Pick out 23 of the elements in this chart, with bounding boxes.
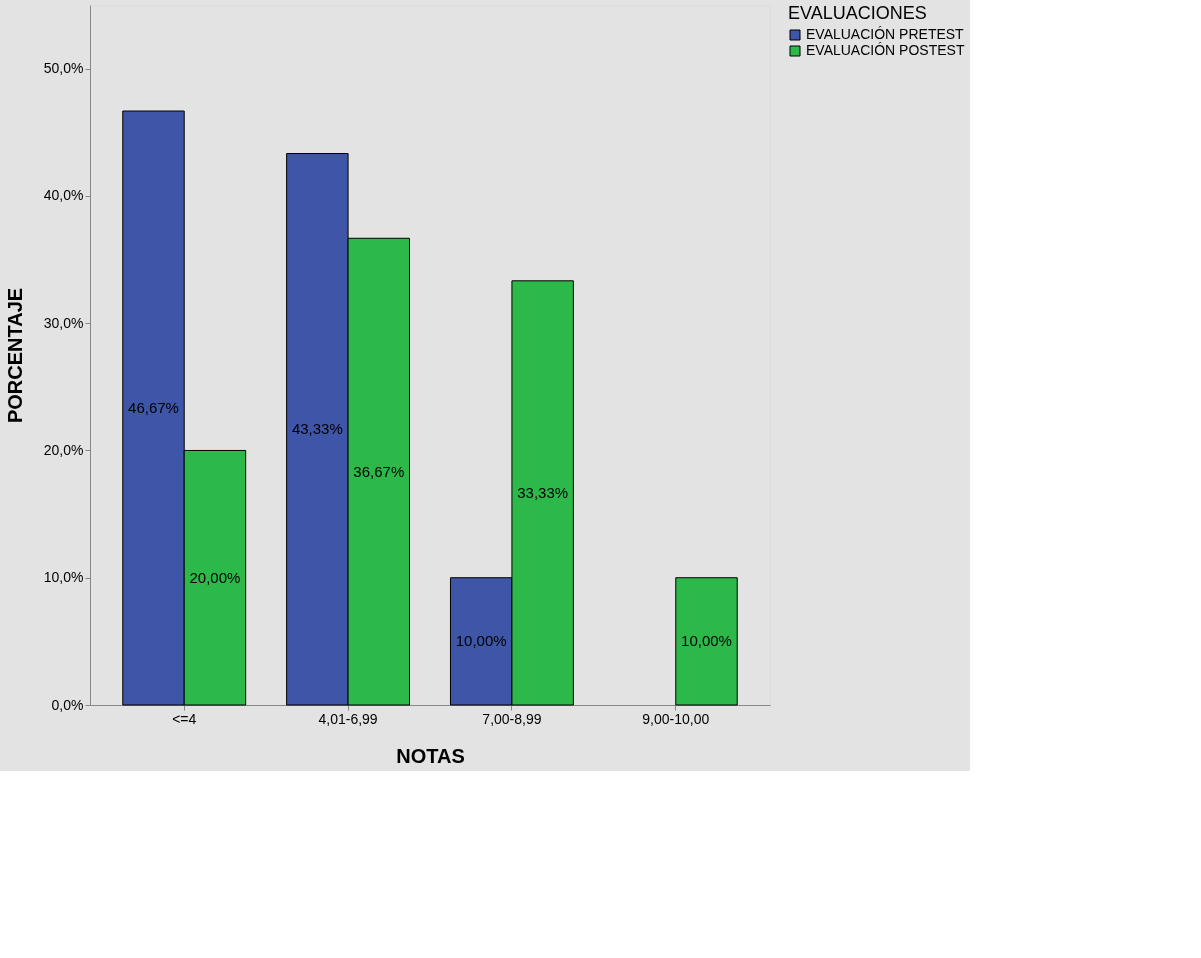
- data-label: 46,67%: [128, 399, 179, 417]
- x-tick-label: 7,00-8,99: [482, 710, 542, 727]
- legend-label: EVALUACIÓN PRETEST: [806, 26, 965, 42]
- data-label: 36,67%: [353, 462, 405, 480]
- data-label: 33,33%: [517, 483, 569, 501]
- x-tick-label: <=4: [172, 710, 197, 727]
- legend-label: EVALUACIÓN POSTEST: [806, 42, 965, 58]
- x-axis-title: NOTAS: [396, 744, 465, 767]
- y-axis-title: PORCENTAJE: [3, 287, 26, 424]
- data-label: 10,00%: [455, 632, 507, 650]
- legend-title: EVALUACIONES: [788, 3, 927, 23]
- y-tick-label: 20,0%: [43, 441, 84, 458]
- y-tick-label: 0,0%: [51, 696, 84, 713]
- y-tick-label: 30,0%: [43, 314, 84, 331]
- bar: [675, 577, 738, 706]
- y-tick-label: 50,0%: [43, 60, 84, 77]
- x-tick-label: 9,00-10,00: [642, 710, 710, 727]
- y-tick-label: 10,0%: [43, 569, 84, 586]
- x-tick-label: 4,01-6,99: [318, 710, 378, 727]
- y-tick-label: 40,0%: [43, 187, 84, 204]
- data-label: 43,33%: [291, 420, 343, 438]
- data-label: 10,00%: [681, 632, 732, 650]
- data-label: 20,00%: [189, 568, 241, 586]
